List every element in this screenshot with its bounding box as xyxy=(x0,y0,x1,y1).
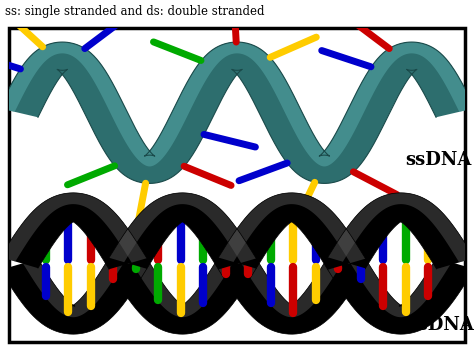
Polygon shape xyxy=(0,42,474,183)
Polygon shape xyxy=(328,258,474,334)
Polygon shape xyxy=(328,193,474,262)
Polygon shape xyxy=(219,193,365,263)
Polygon shape xyxy=(23,258,124,317)
Text: ssDNA: ssDNA xyxy=(405,151,472,169)
Polygon shape xyxy=(350,258,452,317)
Text: ss: single stranded and ds: double stranded: ss: single stranded and ds: double stran… xyxy=(5,5,264,18)
Polygon shape xyxy=(109,258,256,334)
Polygon shape xyxy=(219,193,365,270)
Polygon shape xyxy=(0,42,474,166)
Polygon shape xyxy=(241,257,343,317)
Polygon shape xyxy=(109,193,256,263)
Polygon shape xyxy=(0,193,147,269)
Polygon shape xyxy=(0,258,147,334)
Polygon shape xyxy=(132,258,234,317)
Polygon shape xyxy=(109,193,256,269)
Text: dsDNA: dsDNA xyxy=(405,316,474,334)
Polygon shape xyxy=(328,193,474,269)
Polygon shape xyxy=(219,257,365,334)
Polygon shape xyxy=(0,193,147,262)
